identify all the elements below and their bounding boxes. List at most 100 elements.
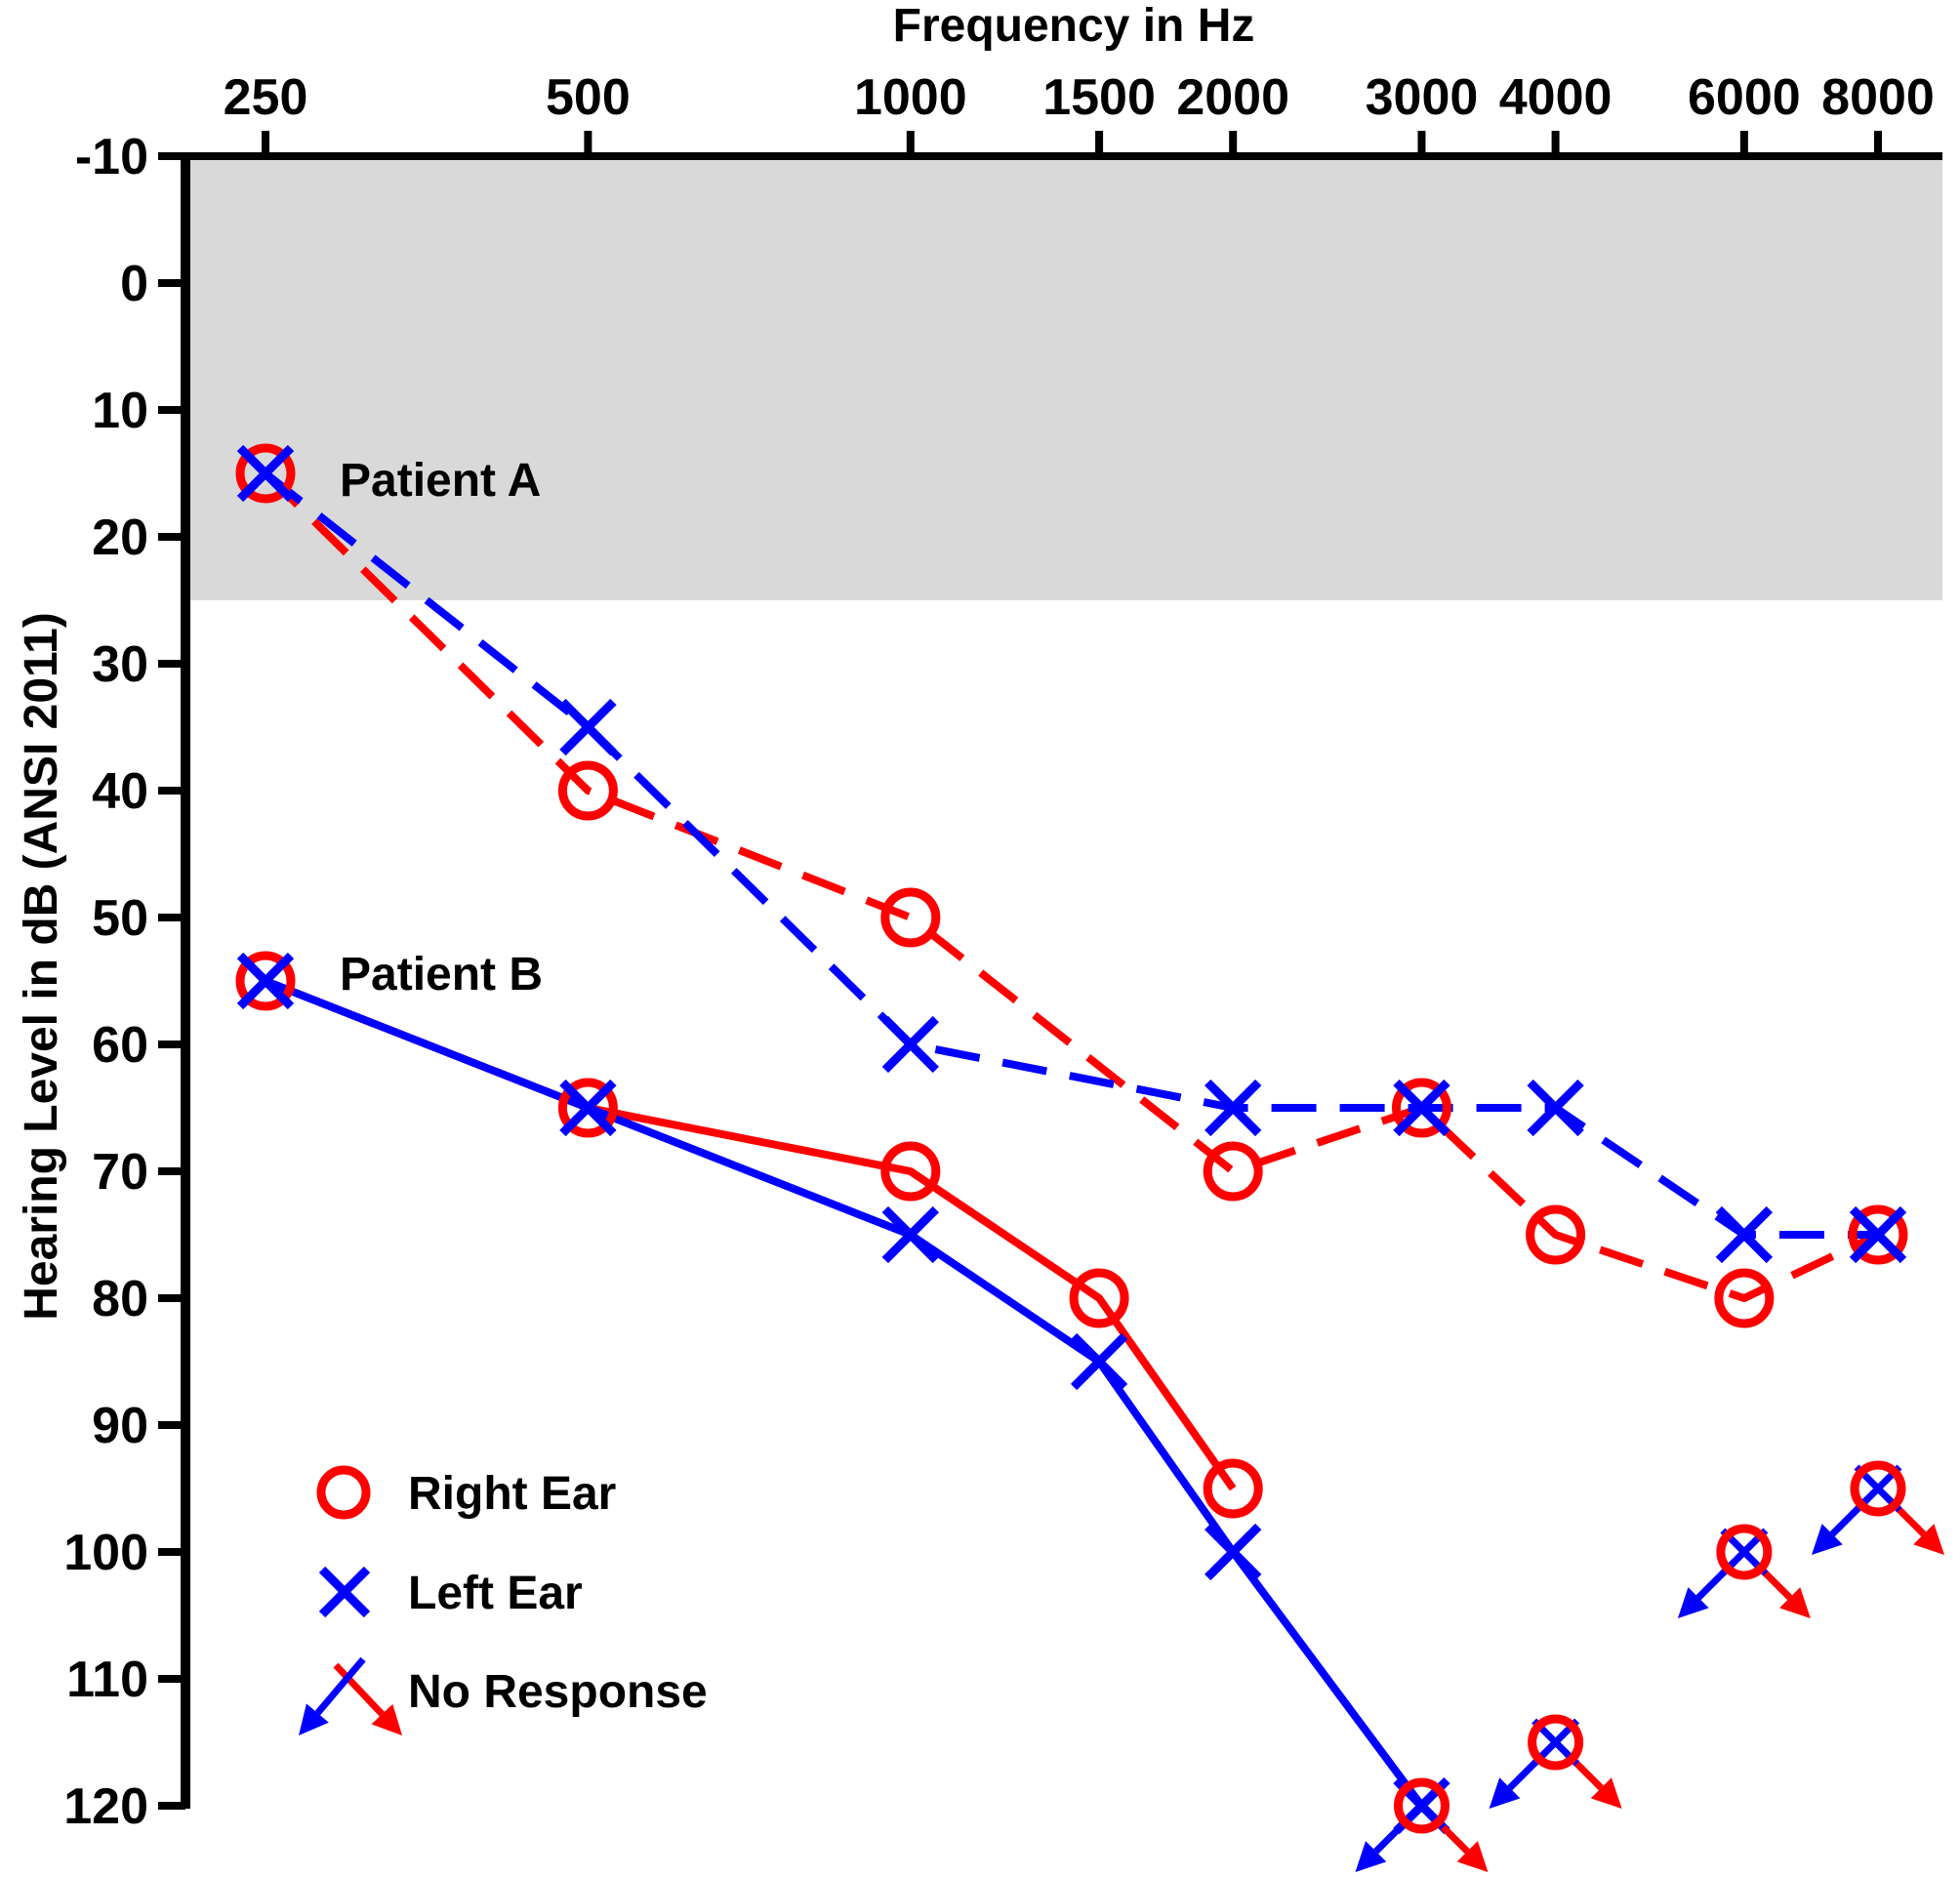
data-point-circle bbox=[1203, 1141, 1263, 1202]
data-point-circle bbox=[1848, 1204, 1908, 1265]
no-response-symbol bbox=[1489, 1714, 1622, 1809]
legend-item-right-ear: Right Ear bbox=[316, 1465, 616, 1520]
data-point-circle bbox=[880, 887, 941, 948]
x-stroke bbox=[559, 698, 617, 756]
x-stroke bbox=[1849, 1205, 1907, 1264]
x-stroke bbox=[559, 1079, 617, 1137]
y-axis-title: Hearing Level in dB (ANSI 2011) bbox=[16, 612, 67, 1321]
no-response-symbol bbox=[1812, 1460, 1944, 1555]
arrow-head bbox=[1913, 1524, 1944, 1555]
legend-arrow-right bbox=[333, 1662, 402, 1735]
arrow-shaft bbox=[314, 1656, 366, 1716]
no-response-circle bbox=[1528, 1714, 1584, 1771]
arrow-head bbox=[1355, 1841, 1387, 1872]
arrow-head bbox=[371, 1703, 402, 1735]
x-stroke bbox=[1715, 1205, 1774, 1264]
y-tick-label: 120 bbox=[63, 1778, 148, 1835]
arrow-head bbox=[1677, 1587, 1709, 1618]
x-tick-label: 500 bbox=[546, 69, 631, 126]
legend-label-no-response: No Response bbox=[408, 1666, 708, 1718]
x-tick-label: 3000 bbox=[1366, 69, 1479, 126]
arrow-head bbox=[299, 1703, 329, 1735]
data-point-circle bbox=[557, 1078, 618, 1138]
series-line-a-right bbox=[263, 470, 1880, 1302]
x-stroke bbox=[1393, 1079, 1450, 1137]
data-point-circle bbox=[1714, 1268, 1775, 1328]
y-tick-label: 100 bbox=[63, 1525, 148, 1581]
y-tick-label: 10 bbox=[92, 383, 148, 439]
no-response-symbol bbox=[1677, 1524, 1811, 1618]
y-tick-label: 90 bbox=[92, 1398, 148, 1454]
data-point-x bbox=[1205, 1523, 1262, 1581]
data-point-x bbox=[1715, 1205, 1774, 1264]
x-tick-label: 8000 bbox=[1821, 69, 1935, 126]
data-point-x bbox=[559, 1079, 617, 1137]
data-point-x bbox=[1849, 1205, 1907, 1264]
data-point-circle bbox=[235, 951, 296, 1011]
arrow-shaft bbox=[333, 1662, 385, 1717]
arrow-head bbox=[1456, 1841, 1489, 1872]
y-tick-label: 50 bbox=[92, 890, 148, 947]
arrow-head bbox=[1812, 1524, 1843, 1555]
data-point-x bbox=[236, 444, 295, 503]
legend-item-left-ear: Left Ear bbox=[318, 1566, 583, 1619]
data-point-x bbox=[236, 952, 295, 1010]
legend: Right Ear Left Ear No Response bbox=[299, 1465, 708, 1735]
y-tick-label: -10 bbox=[75, 129, 148, 185]
no-response-circle bbox=[1850, 1460, 1906, 1517]
data-point-x bbox=[881, 1205, 939, 1264]
y-tick-label: 80 bbox=[92, 1271, 148, 1327]
no-response-arrows-icon bbox=[299, 1656, 402, 1735]
y-tick-label: 110 bbox=[66, 1652, 148, 1708]
x-stroke bbox=[1527, 1079, 1584, 1137]
no-response-layer bbox=[1355, 1460, 1944, 1872]
legend-circle-icon bbox=[316, 1465, 371, 1520]
x-stroke bbox=[236, 952, 295, 1010]
x-stroke bbox=[1205, 1523, 1262, 1581]
data-point-circle bbox=[880, 1141, 941, 1202]
data-point-circle bbox=[1069, 1268, 1129, 1328]
x-stroke bbox=[881, 1015, 939, 1074]
arrow-head bbox=[1489, 1777, 1521, 1809]
x-tick-label: 250 bbox=[224, 69, 308, 126]
data-point-circle bbox=[235, 443, 296, 504]
data-point-x bbox=[1393, 1079, 1450, 1137]
x-tick-label: 2000 bbox=[1176, 69, 1289, 126]
y-tick-label: 0 bbox=[120, 256, 148, 312]
y-tick-label: 60 bbox=[92, 1017, 148, 1074]
legend-item-no-response: No Response bbox=[299, 1656, 708, 1735]
data-point-circle bbox=[1203, 1458, 1263, 1519]
x-stroke bbox=[236, 444, 295, 503]
data-point-x bbox=[1205, 1079, 1262, 1137]
data-point-x bbox=[559, 698, 617, 756]
x-tick-label: 1500 bbox=[1042, 69, 1156, 126]
axes-layer: -10 0 10 20 30 40 50 60 70 80 90 100 110 120 250 500 100… bbox=[63, 69, 1942, 1835]
data-point-x bbox=[1527, 1079, 1584, 1137]
annotation-patient-a: Patient A bbox=[340, 455, 541, 507]
x-axis-title: Frequency in Hz bbox=[893, 0, 1255, 52]
y-tick-label: 30 bbox=[92, 636, 148, 693]
arrow-head bbox=[1779, 1587, 1811, 1618]
annotation-patient-b: Patient B bbox=[340, 949, 543, 1000]
x-tick-label: 6000 bbox=[1688, 69, 1801, 126]
series-line-b-left bbox=[264, 977, 1425, 1809]
legend-x-icon bbox=[318, 1566, 371, 1618]
legend-label-right-ear: Right Ear bbox=[408, 1468, 616, 1520]
legend-label-left-ear: Left Ear bbox=[408, 1568, 583, 1619]
y-tick-label: 40 bbox=[92, 763, 148, 820]
y-tick-label: 20 bbox=[92, 510, 148, 566]
data-point-circle bbox=[1391, 1078, 1451, 1138]
x-stroke bbox=[1205, 1079, 1262, 1137]
data-point-circle bbox=[1526, 1204, 1586, 1265]
series-line-b-right bbox=[264, 977, 1237, 1491]
x-stroke bbox=[1070, 1332, 1128, 1391]
no-response-symbol bbox=[1355, 1777, 1489, 1872]
no-response-circle bbox=[1393, 1777, 1450, 1834]
x-tick-label: 4000 bbox=[1499, 69, 1613, 126]
x-stroke bbox=[881, 1205, 939, 1264]
series-layer bbox=[263, 469, 1880, 1809]
series-line-a-left bbox=[263, 469, 1878, 1239]
x-tick-label: 1000 bbox=[854, 69, 967, 126]
